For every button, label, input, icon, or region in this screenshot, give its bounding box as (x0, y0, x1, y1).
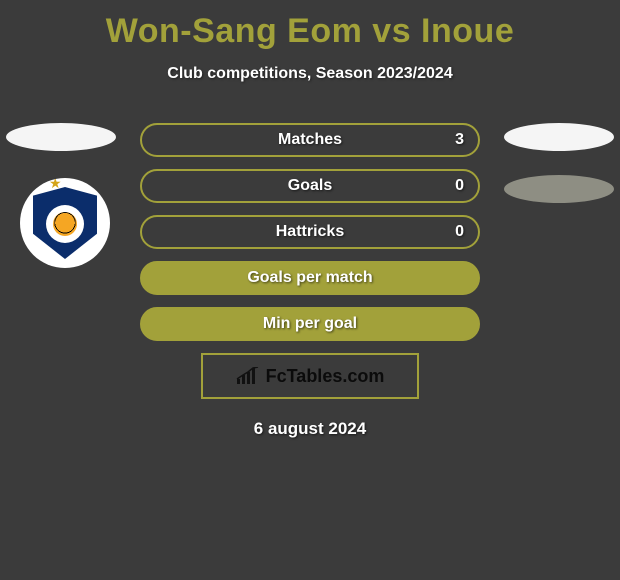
watermark-text: FcTables.com (266, 366, 385, 387)
stat-row-min-per-goal: Min per goal (140, 307, 480, 341)
stat-row-hattricks: Hattricks 0 (140, 215, 480, 249)
stats-container: Matches 3 Goals 0 Hattricks 0 Goals per … (0, 123, 620, 439)
watermark-box: FcTables.com (201, 353, 419, 399)
stat-value: 3 (455, 131, 464, 149)
stat-row-goals-per-match: Goals per match (140, 261, 480, 295)
stat-label: Goals (288, 177, 332, 195)
stat-row-matches: Matches 3 (140, 123, 480, 157)
stat-label: Hattricks (276, 223, 344, 241)
stat-label: Matches (278, 131, 342, 149)
bar-chart-icon (236, 367, 260, 385)
stat-row-goals: Goals 0 (140, 169, 480, 203)
stat-value: 0 (455, 177, 464, 195)
stat-label: Goals per match (247, 269, 372, 287)
stat-label: Min per goal (263, 315, 357, 333)
stat-value: 0 (455, 223, 464, 241)
page-subtitle: Club competitions, Season 2023/2024 (0, 65, 620, 83)
footer-date: 6 august 2024 (0, 419, 620, 439)
page-title: Won-Sang Eom vs Inoue (0, 0, 620, 51)
